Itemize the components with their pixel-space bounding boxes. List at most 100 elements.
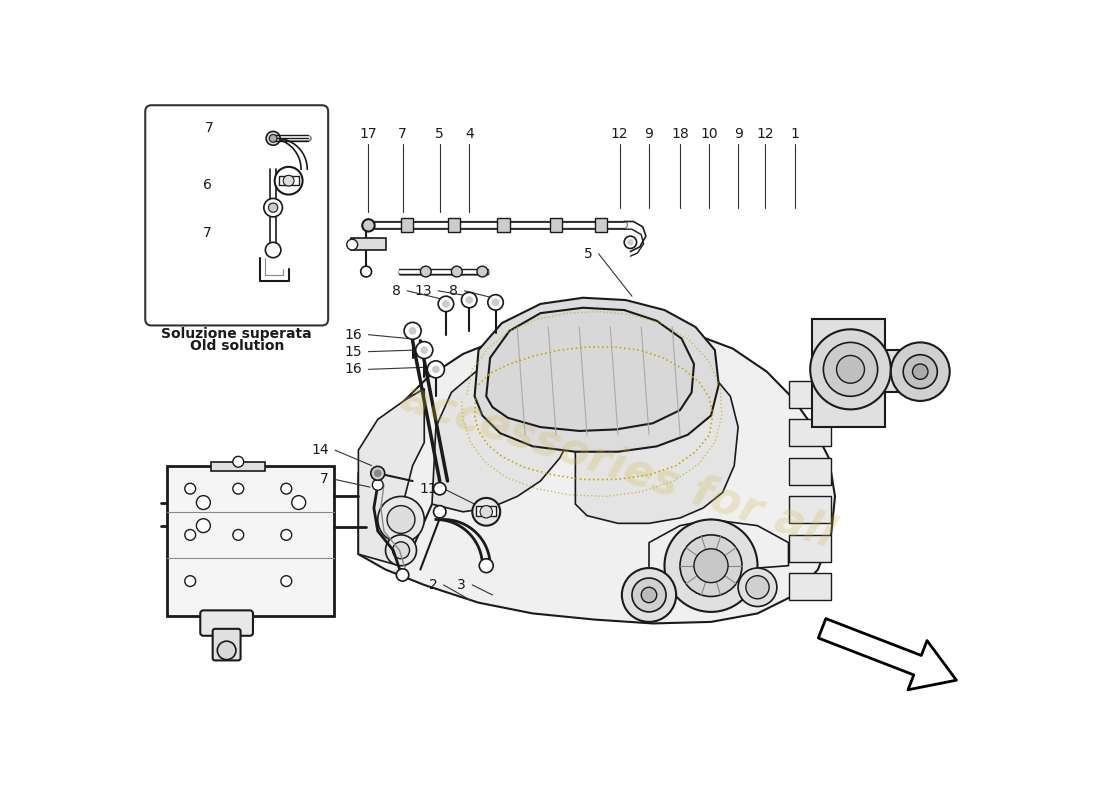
Circle shape xyxy=(372,479,383,490)
Bar xyxy=(402,218,414,232)
Circle shape xyxy=(433,482,446,495)
Text: 17: 17 xyxy=(360,127,377,142)
Bar xyxy=(789,458,832,485)
Text: accessories for all: accessories for all xyxy=(396,375,840,556)
Circle shape xyxy=(233,530,244,540)
Bar xyxy=(789,381,832,408)
Text: 12: 12 xyxy=(610,127,628,142)
Polygon shape xyxy=(486,308,694,431)
Text: 7: 7 xyxy=(205,122,213,135)
Circle shape xyxy=(371,466,385,480)
Text: 18: 18 xyxy=(671,127,689,142)
Text: 7: 7 xyxy=(320,473,329,486)
Circle shape xyxy=(420,346,428,354)
Circle shape xyxy=(374,470,382,477)
Circle shape xyxy=(185,483,196,494)
Circle shape xyxy=(218,641,235,660)
Circle shape xyxy=(631,578,666,612)
Circle shape xyxy=(268,203,278,212)
Bar xyxy=(476,506,496,516)
Text: 16: 16 xyxy=(344,362,362,376)
Text: 7: 7 xyxy=(398,127,407,142)
Circle shape xyxy=(465,296,473,304)
Circle shape xyxy=(487,294,504,310)
Text: 2: 2 xyxy=(429,578,438,592)
Text: 9: 9 xyxy=(734,127,742,142)
Bar xyxy=(550,218,562,232)
Circle shape xyxy=(275,167,302,194)
Bar xyxy=(448,218,460,232)
Circle shape xyxy=(416,342,432,358)
Circle shape xyxy=(185,530,196,540)
Circle shape xyxy=(404,322,421,339)
Circle shape xyxy=(641,587,657,602)
Polygon shape xyxy=(575,338,738,523)
Text: 3: 3 xyxy=(458,578,466,592)
FancyArrowPatch shape xyxy=(818,618,956,690)
FancyBboxPatch shape xyxy=(145,106,328,326)
Text: 10: 10 xyxy=(701,127,718,142)
Circle shape xyxy=(396,569,409,581)
Text: 9: 9 xyxy=(645,127,653,142)
Circle shape xyxy=(477,266,487,277)
Polygon shape xyxy=(359,323,835,623)
Bar xyxy=(351,238,385,250)
Bar xyxy=(789,419,832,446)
Circle shape xyxy=(264,198,283,217)
Polygon shape xyxy=(359,389,425,566)
Bar xyxy=(278,176,299,186)
Circle shape xyxy=(472,498,500,526)
Circle shape xyxy=(409,327,417,334)
Circle shape xyxy=(824,342,878,396)
Circle shape xyxy=(427,361,444,378)
Circle shape xyxy=(694,549,728,582)
Circle shape xyxy=(265,242,280,258)
Circle shape xyxy=(361,266,372,277)
Circle shape xyxy=(903,354,937,389)
Text: 4: 4 xyxy=(465,127,474,142)
Circle shape xyxy=(462,292,477,308)
Circle shape xyxy=(233,483,244,494)
Circle shape xyxy=(197,518,210,533)
Circle shape xyxy=(432,366,440,373)
Circle shape xyxy=(280,530,292,540)
Circle shape xyxy=(393,542,409,558)
Bar xyxy=(167,466,333,616)
Circle shape xyxy=(280,576,292,586)
FancyBboxPatch shape xyxy=(212,629,241,661)
Bar xyxy=(595,218,607,232)
Circle shape xyxy=(913,364,928,379)
Circle shape xyxy=(811,330,891,410)
Circle shape xyxy=(362,219,375,231)
Text: 1: 1 xyxy=(790,127,799,142)
Text: 16: 16 xyxy=(344,328,362,342)
Text: Soluzione superata: Soluzione superata xyxy=(162,327,312,341)
Circle shape xyxy=(680,535,742,597)
Circle shape xyxy=(377,496,425,542)
Text: 14: 14 xyxy=(311,443,329,457)
Text: 12: 12 xyxy=(757,127,774,142)
Text: 11: 11 xyxy=(420,482,438,496)
Circle shape xyxy=(492,298,499,306)
Circle shape xyxy=(283,175,294,186)
Circle shape xyxy=(197,496,210,510)
Circle shape xyxy=(621,568,676,622)
Bar xyxy=(789,496,832,523)
Circle shape xyxy=(233,456,244,467)
Bar xyxy=(789,535,832,562)
Circle shape xyxy=(664,519,758,612)
Text: 6: 6 xyxy=(202,178,211,191)
Circle shape xyxy=(387,506,415,534)
Circle shape xyxy=(385,535,417,566)
Circle shape xyxy=(836,355,865,383)
Circle shape xyxy=(738,568,777,606)
Circle shape xyxy=(292,496,306,510)
Circle shape xyxy=(433,506,446,518)
Circle shape xyxy=(442,300,450,308)
Circle shape xyxy=(624,236,637,249)
Circle shape xyxy=(185,576,196,586)
Circle shape xyxy=(451,266,462,277)
Circle shape xyxy=(627,239,634,246)
Bar xyxy=(211,462,265,471)
Circle shape xyxy=(346,239,358,250)
